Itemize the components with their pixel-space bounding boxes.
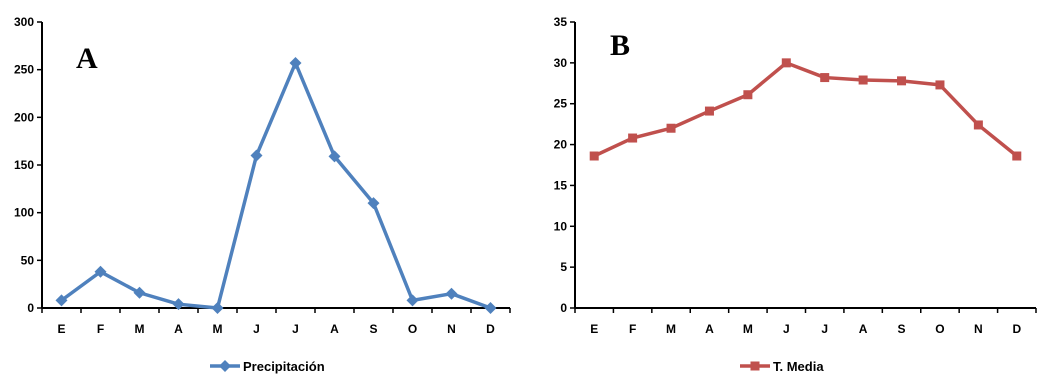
data-point	[55, 294, 68, 307]
x-tick-label: O	[935, 322, 944, 336]
data-point	[367, 197, 380, 210]
x-tick-label: D	[486, 322, 495, 336]
y-tick-label: 10	[554, 219, 568, 233]
x-tick-label: M	[213, 322, 223, 336]
y-tick-label: 150	[14, 158, 34, 172]
data-point	[628, 133, 638, 143]
x-tick-label: F	[97, 322, 104, 336]
x-tick-label: J	[783, 322, 790, 336]
data-point	[289, 56, 302, 69]
legend-label: Precipitación	[243, 359, 325, 374]
series-line	[60, 61, 492, 310]
y-tick-label: 20	[554, 138, 568, 152]
data-point	[484, 302, 497, 314]
x-tick-label: A	[330, 322, 339, 336]
y-tick-label: 100	[14, 206, 34, 220]
panel-label: B	[610, 29, 630, 62]
data-point	[445, 287, 458, 300]
y-tick-label: 5	[560, 260, 567, 274]
x-tick-label: F	[629, 322, 636, 336]
x-tick-label: S	[898, 322, 906, 336]
data-point	[935, 80, 945, 90]
data-point	[211, 302, 224, 314]
x-tick-label: O	[408, 322, 417, 336]
data-point	[858, 75, 868, 85]
y-tick-label: 200	[14, 110, 34, 124]
data-point	[133, 286, 146, 299]
data-point	[743, 90, 753, 100]
x-tick-label: D	[1012, 322, 1021, 336]
data-point	[406, 294, 419, 307]
chart-panel-a: 0 50 100 150 200 250 300 E F M A M J J A S O N D A Precipita…	[14, 15, 511, 374]
x-tick-label: A	[705, 322, 714, 336]
x-tick-label: E	[590, 322, 598, 336]
chart-panel-b: 0 5 10 15 20 25 30 35 E F M A M J J A S O N D B T. Media	[554, 15, 1037, 374]
y-tick-label: 0	[560, 301, 567, 315]
data-point	[704, 106, 714, 116]
x-tick-label: A	[174, 322, 183, 336]
y-tick-label: 50	[21, 253, 35, 267]
y-tick-label: 35	[554, 15, 568, 29]
x-tick-label: M	[743, 322, 753, 336]
y-tick-label: 30	[554, 56, 568, 70]
y-tick-label: 250	[14, 63, 34, 77]
data-point	[94, 265, 107, 278]
data-point	[781, 58, 791, 68]
x-tick-label: J	[821, 322, 828, 336]
legend-label: T. Media	[773, 359, 824, 374]
y-tick-label: 0	[27, 301, 34, 315]
data-point	[897, 76, 907, 86]
x-tick-label: J	[253, 322, 260, 336]
data-point	[666, 123, 676, 133]
data-point	[1012, 151, 1022, 161]
series-line	[593, 61, 1018, 158]
data-point	[973, 120, 983, 130]
x-tick-label: J	[292, 322, 299, 336]
y-tick-label: 300	[14, 15, 34, 29]
data-point	[328, 150, 341, 163]
data-point	[820, 73, 830, 83]
legend-marker	[750, 361, 760, 371]
x-tick-label: M	[135, 322, 145, 336]
panel-label: A	[76, 42, 98, 75]
data-point	[589, 151, 599, 161]
y-tick-label: 25	[554, 97, 568, 111]
y-tick-label: 15	[554, 178, 568, 192]
x-tick-label: A	[859, 322, 868, 336]
data-point	[172, 298, 185, 311]
data-point	[250, 149, 263, 162]
legend-marker	[219, 360, 231, 372]
x-tick-label: N	[447, 322, 456, 336]
x-tick-label: E	[57, 322, 65, 336]
x-tick-label: M	[666, 322, 676, 336]
x-tick-label: N	[974, 322, 983, 336]
x-tick-label: S	[369, 322, 377, 336]
